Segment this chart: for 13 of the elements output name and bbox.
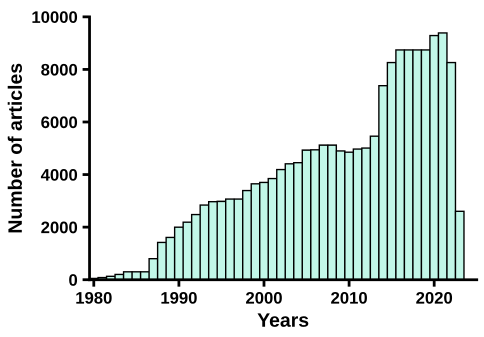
y-tick-label: 10000 — [32, 11, 78, 24]
y-tick-label: 6000 — [41, 116, 78, 128]
y-axis-title: Number of articles — [8, 64, 22, 232]
x-tick-label: 2020 — [416, 292, 452, 304]
x-tick-label: 1980 — [76, 292, 112, 304]
y-tick-label: 2000 — [41, 222, 78, 234]
x-tick-label: 2010 — [331, 292, 367, 304]
x-tick-label: 1990 — [161, 292, 197, 304]
x-axis-title: Years — [258, 313, 308, 327]
y-tick-label: 4000 — [40, 168, 78, 181]
y-tick-label: 8000 — [41, 64, 78, 76]
y-tick-label: 0 — [69, 274, 78, 286]
x-tick-label: 2000 — [246, 292, 282, 304]
